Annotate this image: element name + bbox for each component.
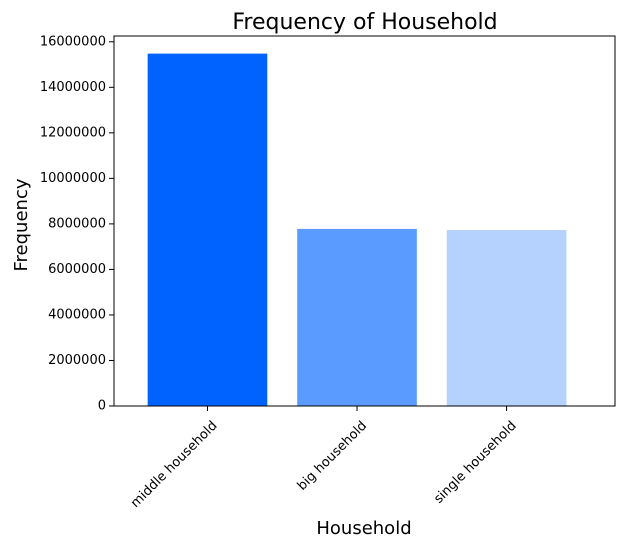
y-tick-label: 16000000 bbox=[40, 34, 106, 49]
x-tick-label: middle household bbox=[128, 418, 220, 510]
x-axis-label: Household bbox=[316, 518, 411, 539]
bar-big-household bbox=[297, 228, 417, 406]
bar-single-household bbox=[446, 230, 567, 406]
chart-title: Frequency of Household bbox=[232, 10, 497, 35]
x-tick-label: big household bbox=[295, 418, 370, 493]
y-tick-label: 2000000 bbox=[48, 353, 106, 368]
y-ticks-group: 0 2000000 4000000 6000000 8000000 10000000 120… bbox=[40, 34, 114, 414]
y-tick-label: 6000000 bbox=[48, 262, 106, 277]
x-tick-label: single household bbox=[431, 418, 519, 506]
bar-middle-household bbox=[147, 53, 268, 406]
y-tick-label: 12000000 bbox=[40, 125, 106, 140]
y-tick-label: 4000000 bbox=[48, 307, 106, 322]
plot-frame bbox=[113, 35, 616, 407]
y-tick-label: 8000000 bbox=[48, 216, 106, 231]
bars-group bbox=[147, 53, 567, 406]
y-tick-label: 14000000 bbox=[40, 80, 106, 95]
y-tick-label: 10000000 bbox=[40, 171, 106, 186]
y-tick-label: 0 bbox=[98, 399, 106, 414]
y-axis-label: Frequency bbox=[11, 178, 32, 271]
x-ticks-group: middle household big household single hous… bbox=[128, 406, 520, 511]
